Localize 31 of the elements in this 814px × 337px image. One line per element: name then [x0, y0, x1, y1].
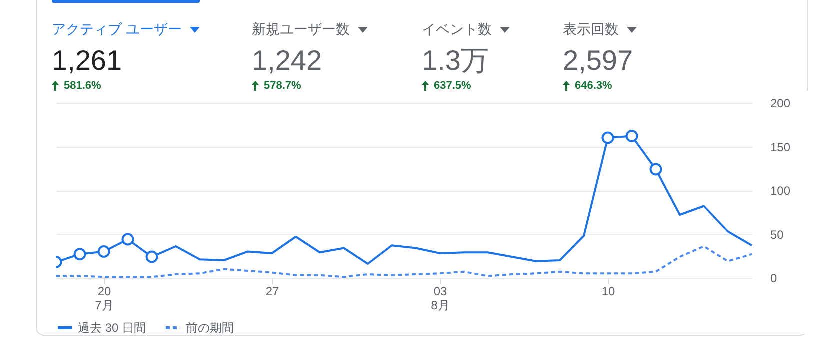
point: [122, 233, 134, 246]
x-tick-label: 03 8月: [431, 284, 450, 312]
y-tick-label: 100: [770, 184, 791, 198]
y-tick-label: 50: [770, 228, 784, 242]
text: 581.6%: [64, 80, 102, 92]
point: [650, 163, 662, 176]
text: 637.5%: [434, 80, 472, 92]
legend-label: 過去 30 日間: [78, 321, 146, 335]
text: 1,261: [52, 44, 124, 78]
text: 表示回数: [563, 21, 619, 39]
text: 1.3万: [422, 44, 490, 78]
y-tick-label: 150: [770, 140, 791, 154]
text: イベント数: [422, 21, 492, 39]
text: 新規ユーザー数: [252, 21, 350, 39]
point: [98, 246, 110, 258]
text: 578.7%: [264, 80, 302, 92]
legend-label: 前の期間: [186, 321, 234, 335]
text: 646.3%: [575, 80, 612, 92]
point: [602, 132, 614, 144]
text: アクティブ ユーザー: [52, 21, 182, 39]
point: [146, 250, 158, 264]
x-tick-label: 20 7月: [95, 284, 114, 312]
y-tick-label: 0: [770, 272, 778, 286]
line-series: [56, 246, 753, 278]
x-tick-label: 27: [266, 284, 280, 298]
y-tick-label: 200: [770, 96, 791, 110]
point: [74, 248, 86, 261]
text: 2,597: [563, 44, 634, 78]
x-tick-label: 10: [602, 284, 616, 298]
text: 1,242: [252, 44, 324, 78]
point: [626, 130, 638, 142]
